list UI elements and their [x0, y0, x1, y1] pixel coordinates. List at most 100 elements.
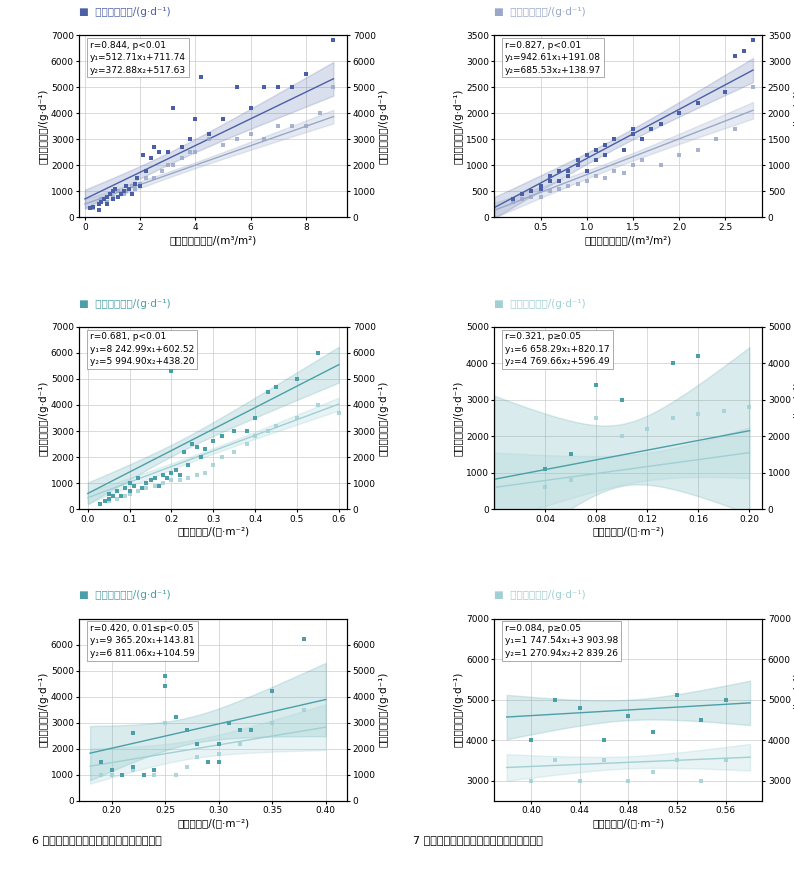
Point — [311, 398, 324, 412]
Point — [169, 710, 182, 724]
Point — [161, 145, 174, 159]
Point — [217, 112, 229, 126]
Point — [646, 766, 659, 780]
Point — [195, 450, 207, 464]
Point — [710, 132, 723, 146]
Point — [115, 489, 128, 503]
Point — [719, 753, 732, 767]
Point — [549, 693, 561, 707]
Y-axis label: 群落日释氧量/(g·d⁻¹): 群落日释氧量/(g·d⁻¹) — [379, 672, 388, 747]
Point — [525, 733, 538, 747]
Point — [270, 419, 283, 433]
Text: r=0.827, p<0.01
y₁=942.61x₁+191.08
y₂=685.53x₂+138.97: r=0.827, p<0.01 y₁=942.61x₁+191.08 y₂=68… — [505, 40, 601, 75]
Point — [266, 715, 279, 730]
Point — [249, 411, 261, 425]
Point — [261, 424, 274, 438]
Point — [94, 767, 107, 781]
Point — [169, 767, 182, 781]
Point — [590, 143, 603, 157]
Point — [120, 185, 133, 199]
Point — [311, 346, 324, 360]
Point — [671, 688, 684, 702]
Point — [183, 145, 196, 159]
Point — [145, 150, 157, 165]
Point — [291, 411, 303, 425]
Point — [286, 80, 299, 94]
Point — [191, 737, 203, 751]
Point — [217, 137, 229, 151]
Point — [258, 80, 271, 94]
Point — [126, 726, 139, 740]
Point — [692, 349, 705, 363]
Point — [95, 194, 108, 209]
Point — [198, 443, 211, 457]
Point — [272, 120, 284, 134]
Point — [507, 194, 519, 209]
Point — [608, 164, 621, 178]
X-axis label: 群落中密度/(株·m⁻²): 群落中密度/(株·m⁻²) — [177, 818, 249, 828]
Point — [230, 80, 243, 94]
Point — [525, 185, 538, 199]
Point — [123, 182, 136, 196]
Point — [186, 437, 198, 451]
Point — [590, 378, 603, 392]
Point — [549, 753, 561, 767]
Point — [180, 760, 193, 774]
Point — [233, 737, 246, 751]
Y-axis label: 群落日固碳量/(g·d⁻¹): 群落日固碳量/(g·d⁻¹) — [453, 89, 463, 164]
Point — [103, 187, 116, 202]
Y-axis label: 群落日固碳量/(g·d⁻¹): 群落日固碳量/(g·d⁻¹) — [453, 672, 463, 747]
Point — [266, 685, 279, 699]
Point — [195, 70, 207, 84]
Point — [641, 312, 653, 326]
Point — [129, 182, 141, 196]
Point — [125, 180, 138, 194]
Point — [534, 189, 547, 203]
Point — [112, 185, 125, 199]
Point — [580, 148, 593, 162]
Point — [123, 484, 136, 498]
Point — [92, 197, 105, 211]
Point — [215, 450, 228, 464]
Text: ■  群落日释氧量/(g·d⁻¹): ■ 群落日释氧量/(g·d⁻¹) — [495, 298, 586, 309]
Point — [161, 471, 174, 485]
Point — [544, 169, 557, 183]
Point — [173, 468, 186, 482]
Point — [156, 164, 168, 178]
Point — [129, 177, 141, 191]
Point — [118, 185, 130, 199]
Point — [228, 444, 241, 458]
Point — [161, 158, 174, 172]
Point — [241, 424, 253, 438]
Point — [553, 174, 565, 188]
Point — [103, 187, 116, 202]
Point — [573, 774, 586, 788]
Point — [590, 169, 603, 183]
Point — [692, 407, 705, 422]
Point — [700, 18, 713, 32]
Point — [167, 158, 179, 172]
Point — [626, 127, 639, 141]
Point — [148, 767, 160, 781]
Text: ■  群落日释氧量/(g·d⁻¹): ■ 群落日释氧量/(g·d⁻¹) — [495, 7, 586, 17]
Point — [286, 120, 299, 134]
Point — [202, 755, 214, 769]
Point — [140, 476, 152, 490]
Y-axis label: 群落日释氧量/(g·d⁻¹): 群落日释氧量/(g·d⁻¹) — [379, 89, 388, 164]
Y-axis label: 群落日固碳量/(g·d⁻¹): 群落日固碳量/(g·d⁻¹) — [38, 89, 48, 164]
Point — [182, 471, 195, 485]
Point — [120, 180, 133, 194]
Point — [202, 127, 215, 141]
Point — [743, 400, 756, 414]
Point — [102, 495, 115, 509]
Point — [673, 106, 685, 121]
Point — [101, 189, 114, 203]
Point — [746, 33, 759, 48]
X-axis label: 群落低密度/(株·m⁻²): 群落低密度/(株·m⁻²) — [592, 526, 665, 537]
Point — [562, 180, 575, 194]
Point — [258, 132, 271, 146]
Text: ■  群落日固碳量/(g·d⁻¹): ■ 群落日固碳量/(g·d⁻¹) — [79, 590, 171, 600]
Point — [98, 192, 110, 206]
Point — [215, 429, 228, 444]
Point — [692, 143, 704, 157]
